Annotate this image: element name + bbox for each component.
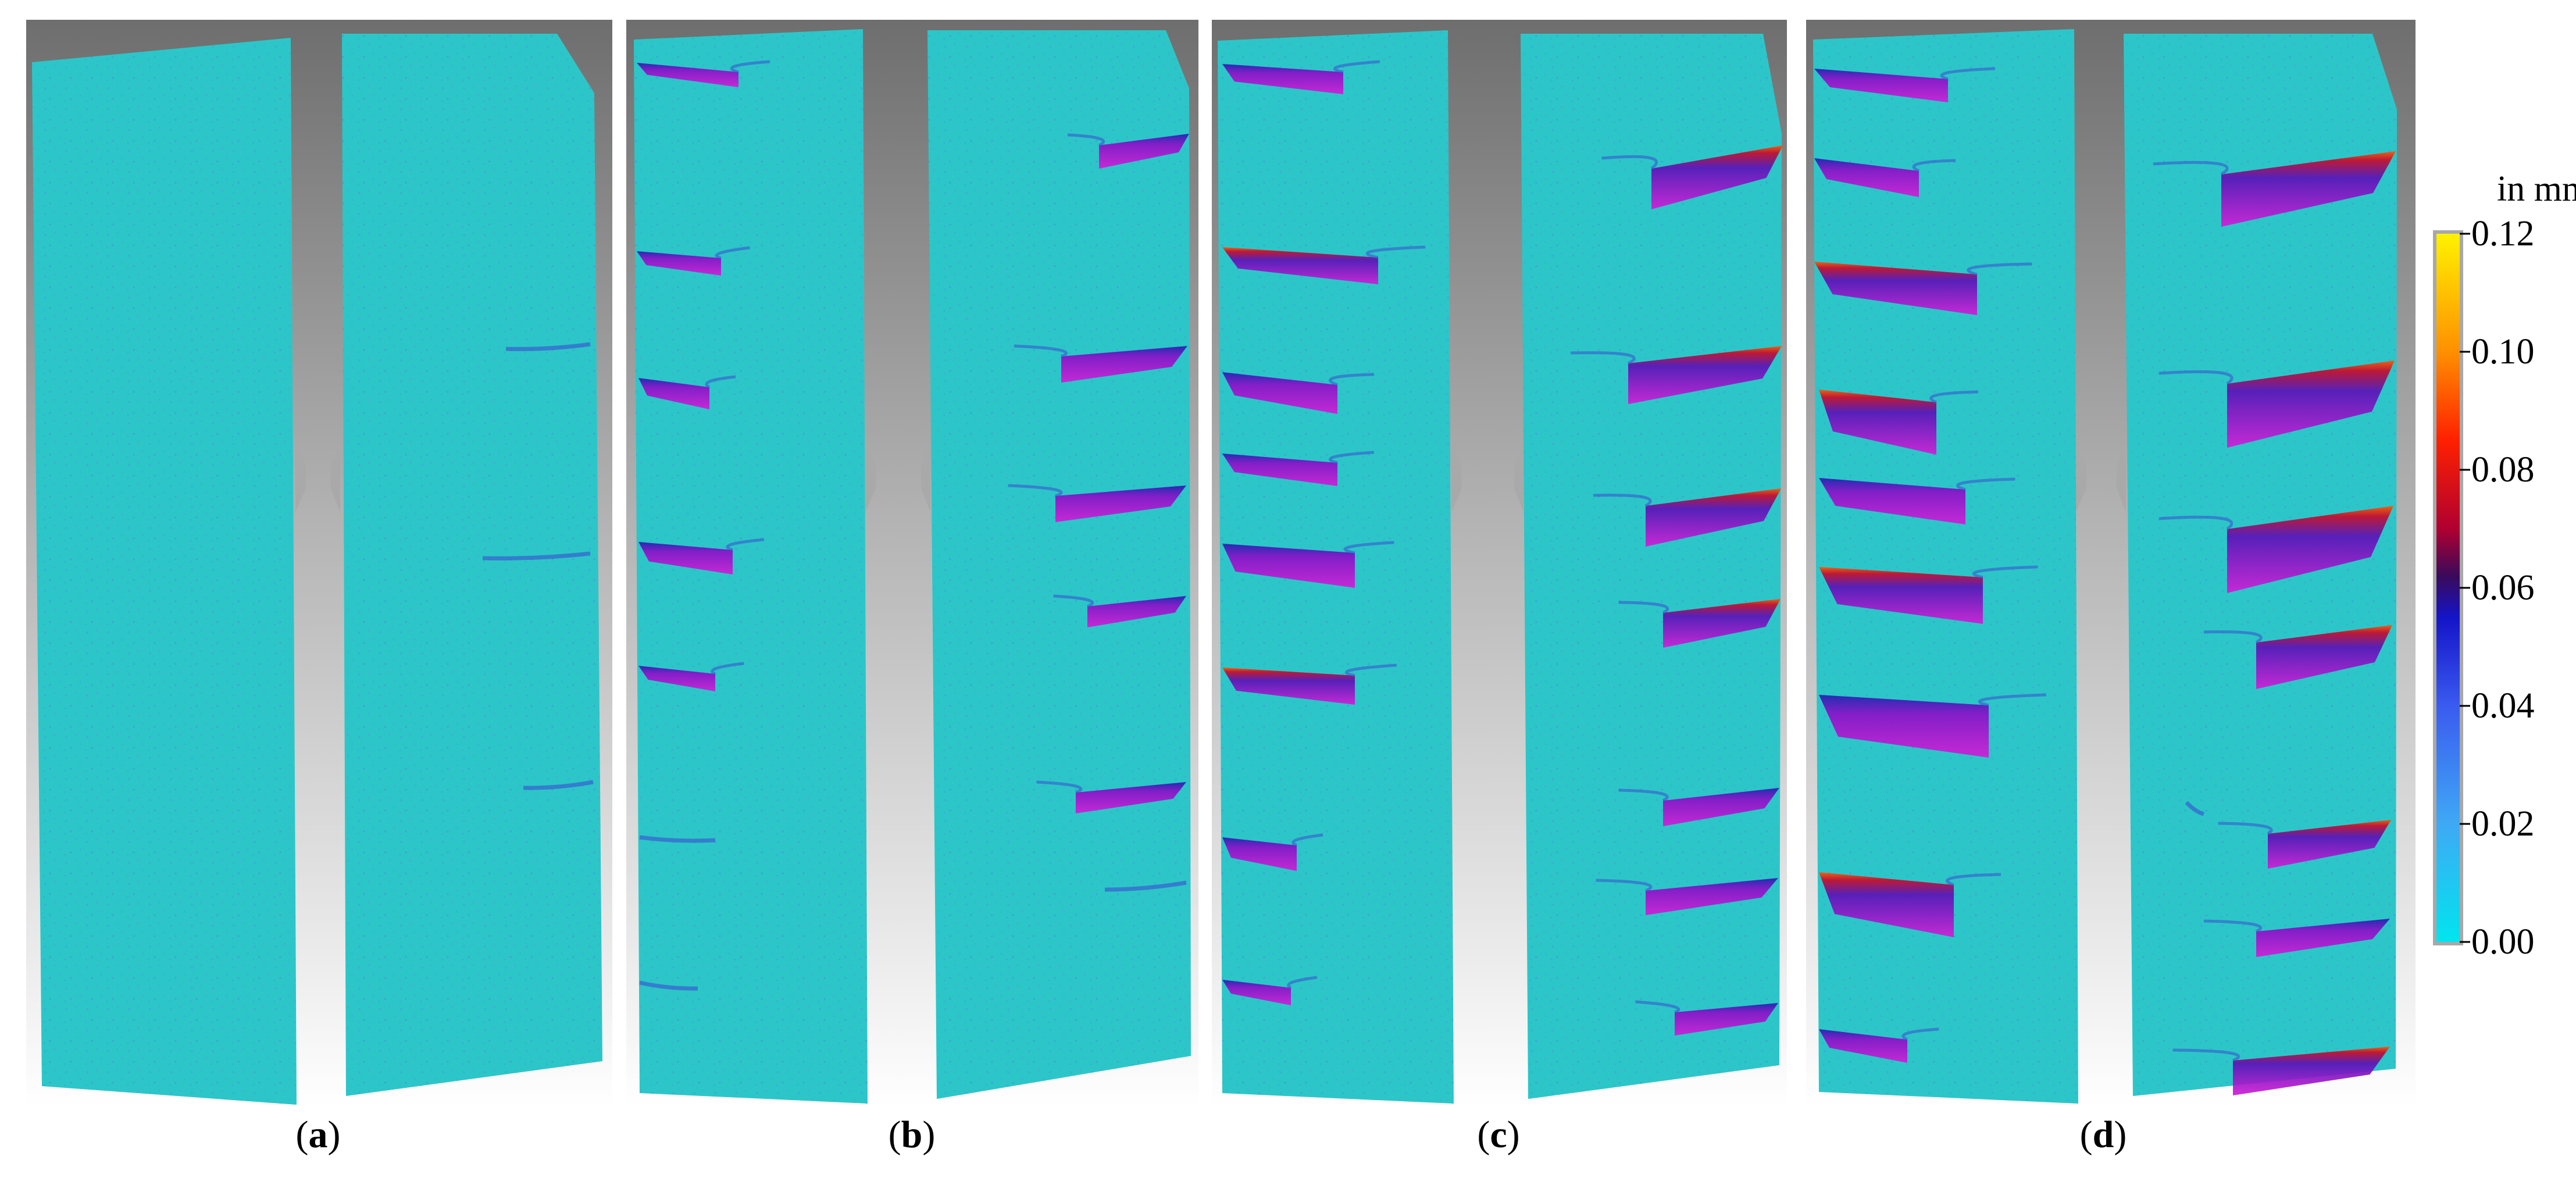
specimen-notch [2117, 442, 2126, 512]
specimen-notch [865, 442, 876, 512]
crack-trace [505, 342, 591, 351]
crack-band [1819, 390, 1979, 455]
colorbar-gradient [2436, 234, 2460, 942]
panel-label-b: (b) [889, 1113, 936, 1156]
specimen-panels [26, 20, 2416, 1108]
specimen-notch [921, 442, 930, 512]
colorbar-tick-label: 0.06 [2471, 568, 2535, 608]
specimen-left-half [634, 29, 868, 1104]
colorbar: in mm 0.12 0.10 0.08 0.06 0.04 0.02 0.00 [2433, 169, 2576, 962]
crack-band [1036, 780, 1186, 813]
crack-band [2172, 1047, 2390, 1095]
crack-band [1053, 594, 1186, 627]
specimen-left-half [32, 38, 297, 1105]
crack-trace [639, 835, 716, 843]
crack-band [638, 375, 736, 409]
specimen-notch [2076, 442, 2086, 512]
crack-band [1814, 158, 1956, 197]
colorbar-tick-label: 0.00 [2471, 922, 2535, 962]
crack-band [1596, 878, 1778, 915]
crack-band [1814, 67, 1996, 102]
crack-band [1222, 60, 1380, 94]
crack-band [1819, 693, 2047, 758]
crack-band [1222, 451, 1375, 486]
crack-band [2158, 506, 2393, 593]
crack-band [1222, 245, 1426, 284]
colorbar-unit-label: in mm [2497, 169, 2576, 209]
crack-band [1618, 788, 1779, 826]
panel-letter-d: d [2093, 1113, 2114, 1156]
crack-band [1222, 541, 1394, 588]
crack-band [1635, 1000, 1778, 1036]
specimen-right-half [1521, 34, 1782, 1099]
crack-band [1618, 599, 1781, 648]
crack-band [1819, 872, 2001, 937]
colorbar-tick-label: 0.02 [2471, 804, 2535, 844]
panel-letter-c: c [1490, 1113, 1507, 1156]
crack-band [1593, 488, 1781, 547]
specimen-notch [331, 442, 340, 512]
crack-band [637, 246, 750, 276]
crack-band [2153, 151, 2396, 227]
specimen-right-half [342, 34, 602, 1096]
crack-band [1008, 484, 1186, 522]
crack-trace [523, 780, 594, 790]
crack-band [1222, 833, 1323, 871]
panel-label-a: (a) [296, 1113, 341, 1156]
colorbar-tick-label: 0.04 [2471, 686, 2535, 726]
crack-band [2158, 360, 2395, 448]
colorbar-tick-label: 0.10 [2471, 332, 2535, 372]
crack-band [1222, 663, 1397, 705]
crack-band [1067, 133, 1189, 169]
crack-band [638, 662, 744, 691]
crack-band [1222, 976, 1318, 1005]
crack-trace [639, 980, 698, 991]
panel-label-d: (d) [2080, 1113, 2127, 1156]
crack-band [2218, 820, 2391, 869]
crack-band [1819, 1027, 1939, 1063]
crack-band [1819, 477, 2015, 524]
specimen-right-half [927, 30, 1191, 1099]
crack-trace [1104, 880, 1187, 892]
crack-trace [482, 551, 591, 561]
crack-trace [2185, 801, 2205, 816]
crack-band [638, 538, 765, 574]
crack-band [1601, 145, 1783, 209]
crack-band [1014, 344, 1187, 383]
colorbar-tick-label: 0.08 [2471, 450, 2535, 490]
crack-band [2203, 625, 2392, 689]
panel-label-c: (c) [1477, 1113, 1519, 1156]
crack-band [1814, 262, 2032, 315]
specimen-notch [1451, 442, 1462, 512]
specimen-notch [295, 442, 306, 512]
crack-overlays [482, 60, 2396, 1095]
panel-letter-b: b [901, 1113, 923, 1156]
specimen-left-half [1813, 29, 2078, 1104]
crack-band [1570, 346, 1782, 404]
colorbar-tick-label: 0.12 [2471, 214, 2535, 254]
colorbar-ticks: 0.12 0.10 0.08 0.06 0.04 0.02 0.00 [2460, 214, 2535, 962]
panel-labels: (a) (b) (c) (d) [296, 1113, 2127, 1156]
crack-band [637, 60, 770, 87]
crack-band [1222, 372, 1375, 414]
specimen-notch [1514, 442, 1524, 512]
crack-band [1819, 565, 2038, 624]
crack-band [2203, 919, 2390, 957]
panel-letter-a: a [309, 1113, 328, 1156]
